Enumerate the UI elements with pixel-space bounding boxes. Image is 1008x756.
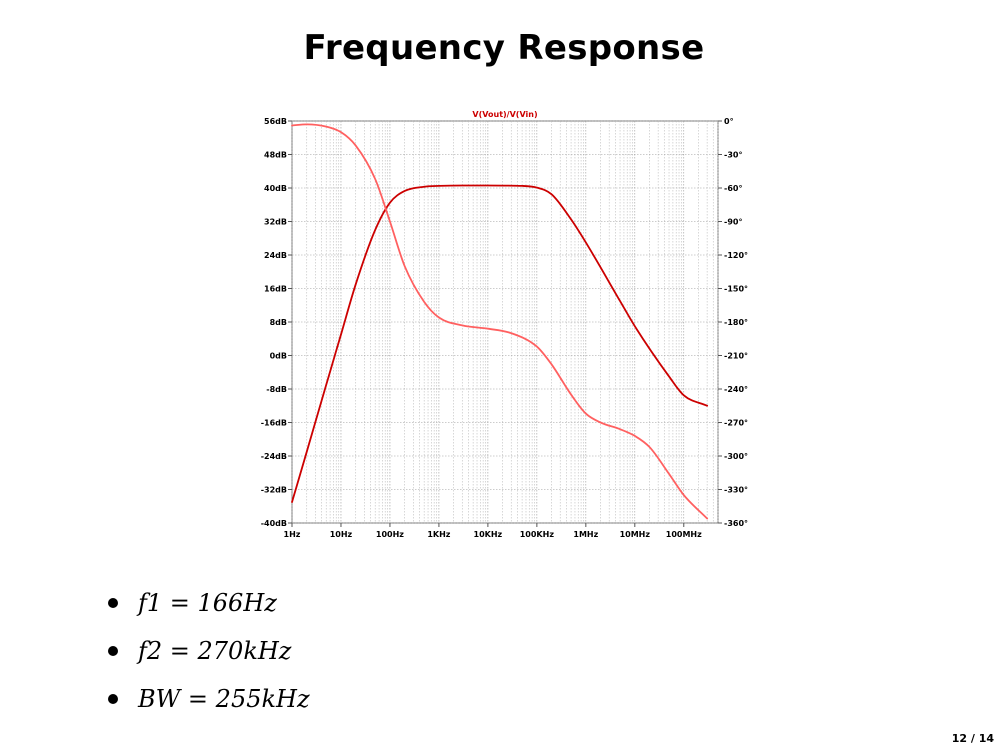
x-tick-label: 1KHz [427, 530, 450, 539]
phase-series-line [291, 123, 709, 520]
bullet-text-bw: BW = 255kHz [138, 685, 310, 713]
x-tick-label: 10KHz [474, 530, 503, 539]
y-right-tick-label: -210° [724, 352, 748, 361]
magnitude-series-line [291, 184, 709, 503]
bullet-list: f1 = 166Hz f2 = 270kHz BW = 255kHz [108, 585, 310, 729]
bullet-f1: f1 = 166Hz [108, 585, 310, 633]
y-left-tick-label: 32dB [264, 218, 287, 227]
y-right-tick-label: -60° [724, 184, 742, 193]
y-right-tick-label: -240° [724, 385, 748, 394]
y-right-tick-label: 0° [724, 117, 734, 126]
bullet-text-f2: f2 = 270kHz [138, 637, 292, 665]
x-tick-label: 1Hz [284, 530, 301, 539]
y-right-tick-label: -180° [724, 318, 748, 327]
y-right-tick-label: -270° [724, 419, 748, 428]
y-left-tick-label: -8dB [266, 385, 287, 394]
y-left-tick-label: 8dB [270, 318, 287, 327]
x-tick-label: 1MHz [573, 530, 598, 539]
y-left-tick-label: 16dB [264, 285, 287, 294]
frequency-response-chart: 56dB 48dB 40dB 32dB 24dB 16dB 8dB 0dB -8dB -16dB -… [250, 100, 760, 550]
y-left-tick-label: 24dB [264, 251, 287, 260]
x-tick-label: 100Hz [376, 530, 404, 539]
y-right-tick-label: -330° [724, 486, 748, 495]
y-right-tick-label: -90° [724, 218, 742, 227]
y-left-tick-label: 0dB [270, 352, 287, 361]
y-right-tick-label: -300° [724, 452, 748, 461]
y-left-tick-label: -40dB [261, 519, 287, 528]
y-left-tick-label: -16dB [261, 419, 287, 428]
y-left-tick-label: -32dB [261, 486, 287, 495]
y-right-tick-label: -30° [724, 151, 742, 160]
trace-title: V(Vout)/V(Vin) [472, 110, 537, 119]
bullet-dot-icon [108, 694, 118, 704]
bullet-bw: BW = 255kHz [108, 681, 310, 729]
y-left-tick-label: 40dB [264, 184, 287, 193]
x-tick-label: 100KHz [520, 530, 555, 539]
y-right-tick-label: -360° [724, 519, 748, 528]
bullet-dot-icon [108, 646, 118, 656]
bullet-dot-icon [108, 598, 118, 608]
y-left-tick-label: 48dB [264, 151, 287, 160]
y-right-tick-label: -150° [724, 285, 748, 294]
x-tick-label: 10Hz [330, 530, 353, 539]
y-left-tick-label: 56dB [264, 117, 287, 126]
y-left-tick-label: -24dB [261, 452, 287, 461]
slide-title: Frequency Response [303, 28, 705, 68]
page-number: 12 / 14 [951, 732, 994, 745]
y-right-tick-label: -120° [724, 251, 748, 260]
bullet-f2: f2 = 270kHz [108, 633, 310, 681]
chart-svg: 56dB 48dB 40dB 32dB 24dB 16dB 8dB 0dB -8dB -16dB -… [261, 110, 748, 539]
x-tick-label: 10MHz [620, 530, 651, 539]
x-tick-label: 100MHz [666, 530, 702, 539]
bullet-text-f1: f1 = 166Hz [138, 589, 277, 617]
